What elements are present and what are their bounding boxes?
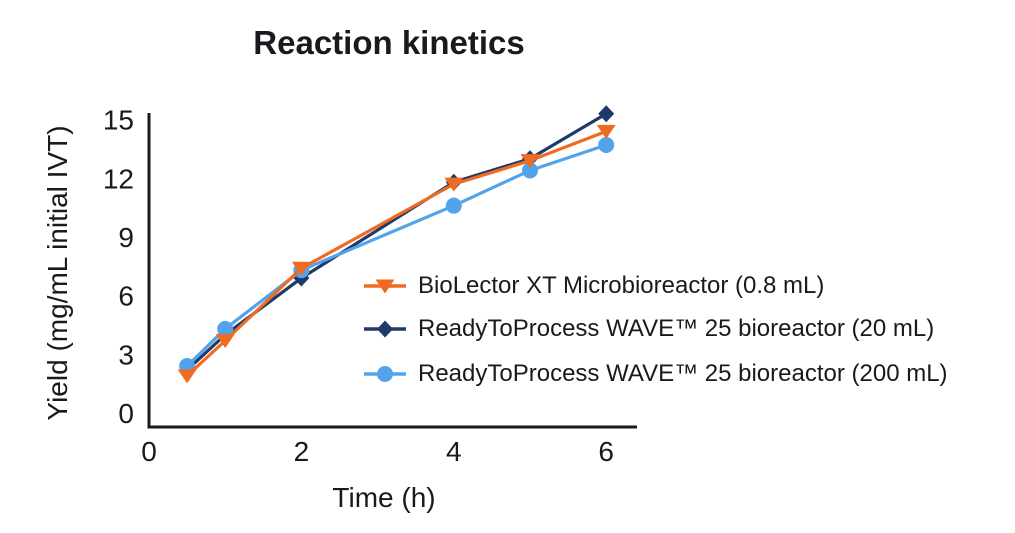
data-point (445, 197, 462, 214)
data-point (598, 137, 615, 154)
data-point (291, 261, 311, 276)
data-point (522, 162, 538, 179)
data-point (596, 124, 616, 139)
y-tick-label: 9 (118, 222, 134, 253)
data-point (215, 334, 235, 349)
legend-label: BioLector XT Microbioreactor (0.8 mL) (418, 272, 825, 299)
legend-item-biolector: BioLector XT Microbioreactor (0.8 mL) (363, 272, 824, 300)
legend-label: ReadyToProcess WAVE™ 25 bioreactor (20 m… (418, 315, 935, 342)
x-tick-label: 0 (141, 436, 157, 467)
y-tick-label: 3 (118, 339, 134, 370)
y-tick-label: 12 (103, 163, 134, 194)
data-point (520, 154, 540, 169)
data-point (444, 177, 464, 192)
legend-marker-diamond-icon (364, 320, 406, 338)
y-tick-label: 6 (118, 281, 134, 312)
series-0 (177, 124, 616, 384)
x-axis-label: Time (h) (332, 482, 436, 513)
series-line-0 (186, 129, 607, 378)
data-point (217, 320, 234, 337)
legend-item-wave-200ml: ReadyToProcess WAVE™ 25 bioreactor (200 … (363, 360, 948, 388)
x-tick-label: 2 (294, 436, 310, 467)
legend-label: ReadyToProcess WAVE™ 25 bioreactor (200 … (418, 360, 948, 387)
legend-marker-triangle-icon (364, 279, 406, 294)
chart-title: Reaction kinetics (253, 24, 525, 61)
data-point (598, 105, 615, 123)
axes-lines (147, 113, 637, 429)
legend-item-wave-20ml: ReadyToProcess WAVE™ 25 bioreactor (20 m… (363, 315, 934, 343)
data-point (177, 369, 197, 384)
x-tick-label: 6 (598, 436, 614, 467)
series-line-1 (186, 112, 608, 372)
x-tick-label: 4 (446, 436, 462, 467)
y-tick-label: 15 (103, 105, 134, 136)
y-tick-label: 0 (118, 398, 134, 429)
legend-marker-circle-icon (364, 366, 406, 382)
